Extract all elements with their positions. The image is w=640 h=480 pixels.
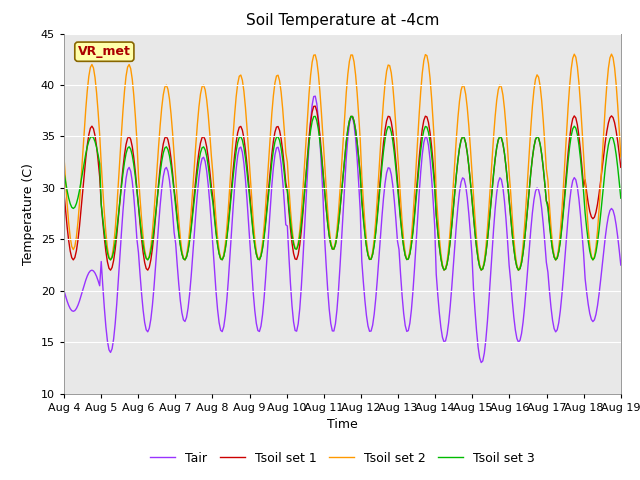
Tsoil set 1 (305, 134, 313, 140)
Tsoil set 3 (589, 257, 596, 263)
Tsoil set 2 (607, 51, 615, 57)
Tsoil set 1 (130, 155, 138, 160)
Tsoil set 2 (254, 256, 262, 262)
Tsoil set 3 (515, 267, 522, 273)
Tsoil set 2 (129, 76, 136, 82)
Line: Tair: Tair (64, 96, 621, 362)
Tsoil set 3 (244, 184, 252, 190)
Tsoil set 1 (107, 267, 115, 273)
Text: VR_met: VR_met (78, 45, 131, 58)
Tsoil set 2 (226, 181, 234, 187)
Tair (589, 319, 596, 324)
Tsoil set 3 (617, 195, 625, 201)
Tsoil set 1 (255, 257, 263, 263)
Tsoil set 3 (60, 169, 68, 175)
Line: Tsoil set 3: Tsoil set 3 (64, 116, 621, 270)
Tsoil set 2 (244, 148, 252, 154)
Tsoil set 3 (129, 152, 136, 158)
Tair (477, 360, 485, 365)
X-axis label: Time: Time (327, 418, 358, 431)
Tsoil set 1 (589, 216, 596, 222)
Tsoil set 2 (515, 267, 522, 273)
Line: Tsoil set 2: Tsoil set 2 (64, 54, 621, 270)
Tair (254, 328, 262, 334)
Tsoil set 1 (60, 190, 68, 196)
Tsoil set 3 (254, 256, 262, 262)
Tsoil set 3 (226, 206, 234, 212)
Tair (244, 220, 252, 226)
Tair (617, 262, 625, 268)
Tair (226, 253, 234, 259)
Tsoil set 1 (228, 185, 236, 191)
Tair (312, 93, 319, 99)
Legend: Tair, Tsoil set 1, Tsoil set 2, Tsoil set 3: Tair, Tsoil set 1, Tsoil set 2, Tsoil se… (145, 447, 540, 469)
Tsoil set 2 (303, 113, 311, 119)
Line: Tsoil set 1: Tsoil set 1 (64, 106, 621, 270)
Tsoil set 1 (246, 196, 254, 202)
Tsoil set 3 (303, 156, 311, 161)
Tsoil set 2 (60, 154, 68, 160)
Tsoil set 2 (617, 154, 625, 160)
Tair (60, 288, 68, 294)
Tair (303, 167, 311, 173)
Tsoil set 1 (617, 165, 625, 170)
Tsoil set 3 (312, 113, 319, 119)
Y-axis label: Temperature (C): Temperature (C) (22, 163, 35, 264)
Tair (129, 179, 136, 184)
Tsoil set 1 (312, 103, 319, 109)
Title: Soil Temperature at -4cm: Soil Temperature at -4cm (246, 13, 439, 28)
Tsoil set 2 (588, 253, 595, 259)
